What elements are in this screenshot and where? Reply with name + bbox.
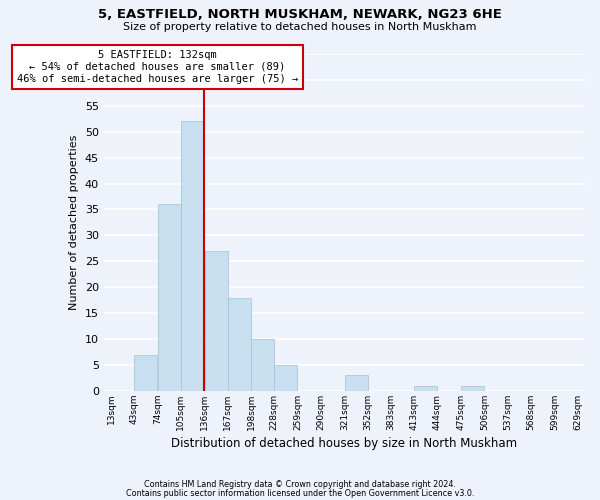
Bar <box>274 365 297 391</box>
Bar <box>344 376 368 391</box>
Bar <box>461 386 484 391</box>
Bar <box>228 298 251 391</box>
Bar <box>134 354 157 391</box>
X-axis label: Distribution of detached houses by size in North Muskham: Distribution of detached houses by size … <box>171 437 517 450</box>
Text: Contains public sector information licensed under the Open Government Licence v3: Contains public sector information licen… <box>126 488 474 498</box>
Bar <box>158 204 181 391</box>
Text: 5 EASTFIELD: 132sqm
← 54% of detached houses are smaller (89)
46% of semi-detach: 5 EASTFIELD: 132sqm ← 54% of detached ho… <box>17 50 298 84</box>
Text: Contains HM Land Registry data © Crown copyright and database right 2024.: Contains HM Land Registry data © Crown c… <box>144 480 456 489</box>
Bar <box>414 386 437 391</box>
Y-axis label: Number of detached properties: Number of detached properties <box>69 135 79 310</box>
Text: 5, EASTFIELD, NORTH MUSKHAM, NEWARK, NG23 6HE: 5, EASTFIELD, NORTH MUSKHAM, NEWARK, NG2… <box>98 8 502 20</box>
Bar <box>251 339 274 391</box>
Bar <box>181 122 204 391</box>
Text: Size of property relative to detached houses in North Muskham: Size of property relative to detached ho… <box>123 22 477 32</box>
Bar <box>205 251 227 391</box>
